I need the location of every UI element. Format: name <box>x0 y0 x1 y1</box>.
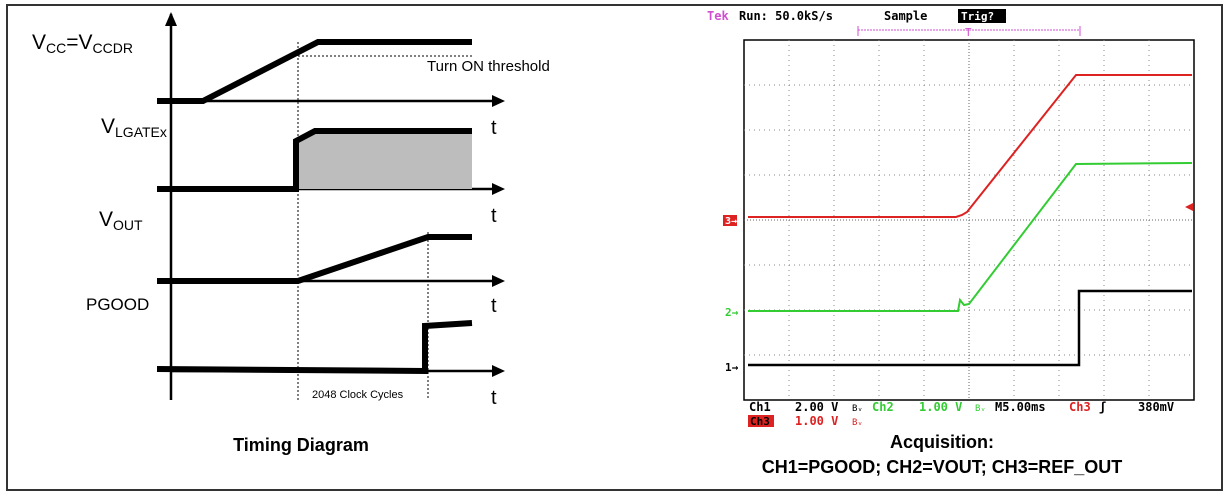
vlgate-waveform <box>157 128 472 192</box>
trigger-level: 380mV <box>1138 400 1174 414</box>
vlgate-fill <box>299 131 472 189</box>
pgood-waveform <box>156 320 473 375</box>
trig-status: Trig? <box>961 10 994 23</box>
t-label-2: t <box>491 205 497 227</box>
vout-label: VOUT <box>99 208 143 233</box>
ch1-marker: 1→ <box>725 361 739 374</box>
trigger-edge-icon: ʃ <box>1099 400 1106 414</box>
ch3-ref-out-trace <box>748 74 1192 218</box>
scope-caption-line2: CH1=PGOOD; CH2=VOUT; CH3=REF_OUT <box>762 457 1123 477</box>
ch1-label: Ch1 <box>749 400 771 414</box>
vertical-axis-arrow-icon <box>165 12 177 26</box>
timing-diagram: VCC=VCCDR VLGATEx VOUT PGOOD t t t t Tur… <box>32 12 550 455</box>
acq-mode: Sample <box>884 9 927 23</box>
t-label-1: t <box>491 117 497 139</box>
timing-caption: Timing Diagram <box>233 435 369 455</box>
run-rate: Run: 50.0kS/s <box>739 9 833 23</box>
threshold-label: Turn ON threshold <box>427 58 550 75</box>
t-label-3: t <box>491 295 497 317</box>
trigger-position-marker: T <box>965 26 972 39</box>
ch3-marker: 3→ <box>725 216 737 227</box>
oscilloscope-capture: Tek Run: 50.0kS/s Sample Trig? T <box>707 9 1195 477</box>
clock-cycles-label: 2048 Clock Cycles <box>312 389 404 401</box>
ch3-bw-icon: Bᵥ <box>852 418 863 428</box>
ch1-pgood-trace <box>748 289 1192 367</box>
trig-badge <box>958 9 1006 23</box>
ch3-label: Ch3 <box>750 415 770 428</box>
ch2-scale: 1.00 V <box>919 400 962 414</box>
record-bar <box>857 26 1081 36</box>
vcc-label: VCC=VCCDR <box>32 31 133 56</box>
t-label-4: t <box>491 387 497 409</box>
trigger-level-arrow-icon <box>1185 203 1193 211</box>
scope-caption-line1: Acquisition: <box>890 432 994 452</box>
timebase: M5.00ms <box>995 400 1046 414</box>
ch1-scale: 2.00 V <box>795 400 838 414</box>
trigger-source: Ch3 <box>1069 400 1091 414</box>
ch2-bw-icon: Bᵥ <box>975 404 986 414</box>
pgood-label: PGOOD <box>86 295 149 314</box>
ch2-marker: 2→ <box>725 306 739 319</box>
ch3-marker-badge <box>723 215 737 226</box>
vout-waveform <box>157 234 472 284</box>
time-markers <box>297 42 472 400</box>
vcc-waveform <box>157 39 472 104</box>
tek-brand: Tek <box>707 9 729 23</box>
axis-arrow-icons <box>492 95 505 377</box>
graticule-center-axes <box>744 40 1194 400</box>
ch3-scale: 1.00 V <box>795 414 838 428</box>
ch2-vout-trace <box>748 162 1193 312</box>
ch1-bw-icon: Bᵥ <box>852 404 863 414</box>
vlgate-label: VLGATEx <box>101 115 167 140</box>
ch2-label: Ch2 <box>872 400 894 414</box>
ch3-label-badge <box>748 415 774 427</box>
